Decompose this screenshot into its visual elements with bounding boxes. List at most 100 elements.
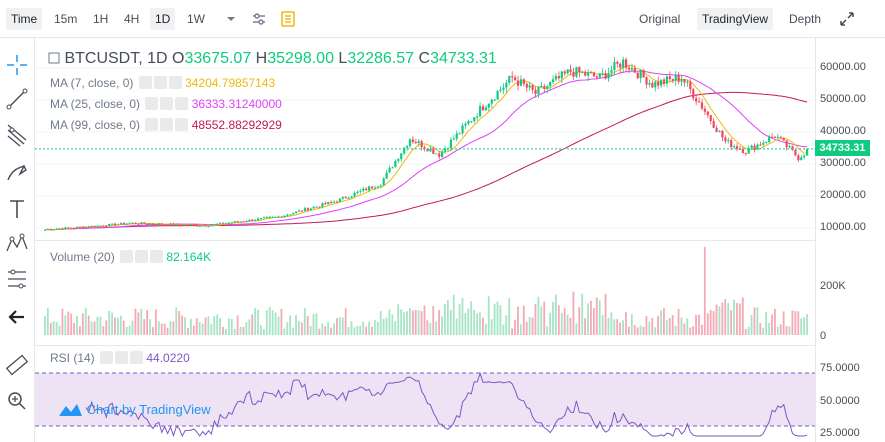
candle-body bbox=[391, 167, 394, 169]
candle-body bbox=[411, 139, 415, 142]
candle-body bbox=[236, 221, 239, 223]
view-original[interactable]: Original bbox=[639, 12, 681, 26]
view-tradingview[interactable]: TradingView bbox=[697, 8, 774, 30]
chevron-down-icon[interactable] bbox=[222, 10, 240, 28]
gear-icon[interactable] bbox=[160, 118, 174, 132]
close-icon[interactable] bbox=[175, 118, 189, 132]
volume-bar bbox=[268, 307, 271, 335]
price-axis[interactable] bbox=[815, 38, 885, 442]
eye-icon[interactable] bbox=[120, 250, 134, 264]
price-chart[interactable] bbox=[35, 38, 815, 442]
volume-bar bbox=[414, 310, 417, 335]
expand-icon[interactable] bbox=[838, 10, 856, 28]
volume-bar bbox=[449, 309, 452, 335]
candle-body bbox=[388, 167, 391, 173]
volume-bar bbox=[61, 308, 64, 335]
zoom-in-icon[interactable] bbox=[4, 388, 30, 414]
volume-bar bbox=[444, 303, 446, 335]
pattern-icon[interactable] bbox=[4, 231, 30, 257]
volume-bar bbox=[306, 315, 309, 335]
candle-body bbox=[61, 228, 64, 230]
volume-bar bbox=[397, 304, 400, 335]
gear-icon[interactable] bbox=[135, 250, 149, 264]
gear-icon[interactable] bbox=[115, 351, 129, 365]
volume-bar bbox=[549, 312, 551, 335]
candle-body bbox=[765, 141, 768, 143]
candle-body bbox=[330, 201, 333, 203]
volume-bar bbox=[756, 307, 759, 335]
close-icon[interactable] bbox=[150, 250, 164, 264]
candle-body bbox=[706, 111, 709, 116]
interval-1d[interactable]: 1D bbox=[150, 8, 176, 30]
close-icon[interactable] bbox=[175, 97, 189, 111]
candle-body bbox=[356, 191, 359, 193]
volume-bar bbox=[242, 327, 245, 335]
candle-body bbox=[686, 81, 689, 83]
eye-icon[interactable] bbox=[145, 118, 159, 132]
interval-15m[interactable]: 15m bbox=[54, 12, 78, 26]
candle-body bbox=[394, 160, 397, 168]
volume-bar bbox=[324, 326, 327, 335]
gear-icon[interactable] bbox=[153, 76, 167, 90]
volume-bar bbox=[190, 318, 192, 335]
view-depth[interactable]: Depth bbox=[789, 12, 822, 26]
volume-bar bbox=[204, 317, 207, 335]
crosshair-icon[interactable] bbox=[4, 52, 30, 78]
prediction-icon[interactable] bbox=[4, 266, 30, 292]
volume-bar bbox=[338, 317, 341, 335]
candle-body bbox=[283, 215, 286, 218]
close-icon[interactable] bbox=[168, 76, 182, 90]
gear-icon[interactable] bbox=[160, 97, 174, 111]
candle-body bbox=[189, 224, 193, 226]
volume-bar bbox=[140, 308, 143, 335]
volume-bar bbox=[762, 327, 765, 335]
volume-bar bbox=[776, 326, 779, 335]
indicators-icon[interactable] bbox=[279, 10, 297, 28]
candle-body bbox=[306, 208, 309, 211]
volume-bar bbox=[239, 326, 242, 335]
candle-body bbox=[213, 224, 216, 226]
candle-body bbox=[292, 213, 295, 215]
volume-bar bbox=[645, 316, 648, 335]
interval-4h[interactable]: 4H bbox=[124, 12, 140, 26]
candle-body bbox=[233, 221, 236, 223]
pitchfork-icon[interactable] bbox=[4, 122, 30, 148]
close-icon[interactable] bbox=[130, 351, 144, 365]
candle-body bbox=[222, 222, 225, 224]
interval-1h[interactable]: 1H bbox=[93, 12, 109, 26]
volume-bar bbox=[303, 308, 306, 335]
text-tool-icon[interactable] bbox=[4, 196, 30, 222]
tradingview-watermark[interactable]: Chart by TradingView bbox=[57, 400, 211, 418]
trend-line-icon[interactable] bbox=[4, 86, 30, 112]
candle-body bbox=[181, 224, 184, 226]
volume-bar bbox=[216, 314, 219, 335]
volume-bar bbox=[689, 327, 692, 335]
eye-icon[interactable] bbox=[138, 76, 152, 90]
eye-icon[interactable] bbox=[145, 97, 159, 111]
volume-value: 82.164K bbox=[166, 250, 212, 264]
brush-icon[interactable] bbox=[4, 160, 30, 186]
volume-bar bbox=[192, 325, 195, 335]
volume-legend: Volume (20) 82.164K bbox=[50, 250, 211, 264]
eye-icon[interactable] bbox=[100, 351, 114, 365]
volume-bar bbox=[715, 304, 718, 335]
volume-bar bbox=[490, 319, 493, 335]
candle-body bbox=[563, 71, 566, 74]
candle-body bbox=[154, 224, 158, 226]
candle-body bbox=[134, 222, 137, 224]
interval-time[interactable]: Time bbox=[6, 8, 43, 30]
volume-bar bbox=[595, 297, 598, 335]
candle-body bbox=[146, 223, 149, 225]
volume-bar bbox=[350, 321, 353, 335]
volume-bar bbox=[435, 321, 438, 335]
volume-bar bbox=[741, 297, 744, 335]
volume-bar bbox=[64, 315, 67, 335]
volume-bar bbox=[298, 320, 300, 335]
settings-sliders-icon[interactable] bbox=[250, 10, 268, 28]
interval-1w[interactable]: 1W bbox=[187, 12, 205, 26]
ruler-icon[interactable] bbox=[4, 352, 30, 378]
volume-bar bbox=[677, 308, 680, 335]
candle-body bbox=[429, 148, 432, 152]
back-arrow-icon[interactable] bbox=[4, 304, 30, 330]
candle-body bbox=[128, 223, 131, 225]
